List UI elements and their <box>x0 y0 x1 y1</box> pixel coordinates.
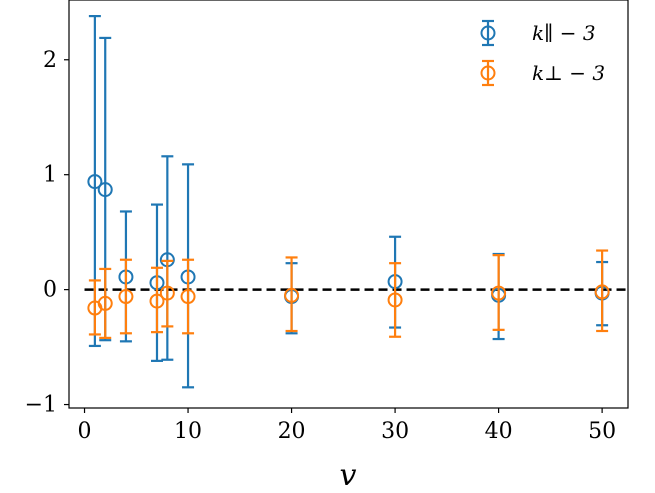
data-point <box>180 289 196 305</box>
data-point <box>594 284 610 300</box>
legend-label: k⊥ − 3 <box>532 61 605 85</box>
x-tick-label: 30 <box>381 419 409 444</box>
legend-marker <box>480 25 496 41</box>
data-point <box>149 293 165 309</box>
plot-frame <box>68 0 629 409</box>
data-point <box>97 295 113 311</box>
x-tick-label: 50 <box>588 419 616 444</box>
y-tick-label: 2 <box>43 48 57 73</box>
legend: k∥ − 3 k⊥ − 3 <box>480 19 605 87</box>
y-tick-label: 1 <box>43 163 57 188</box>
data-point <box>284 287 300 303</box>
x-tick-label: 10 <box>174 419 202 444</box>
series-layer <box>87 14 610 389</box>
x-tick-label: 40 <box>485 419 513 444</box>
ticks-layer: 0 10 20 30 40 50 −1 0 1 2 <box>25 48 617 444</box>
data-point <box>118 289 134 305</box>
y-tick-label: −1 <box>25 393 57 418</box>
series-1 <box>87 14 610 389</box>
x-tick-label: 0 <box>78 419 92 444</box>
data-point <box>387 292 403 308</box>
data-point <box>159 285 175 301</box>
x-axis-label: v <box>340 458 357 493</box>
data-point <box>97 182 113 198</box>
x-tick-label: 20 <box>278 419 306 444</box>
legend-entry: k∥ − 3 <box>480 19 596 47</box>
legend-marker <box>480 65 496 81</box>
legend-entry: k⊥ − 3 <box>480 59 605 87</box>
legend-label: k∥ − 3 <box>532 21 596 45</box>
data-point <box>491 285 507 301</box>
series-2 <box>87 249 610 339</box>
y-tick-label: 0 <box>43 278 57 303</box>
data-point <box>87 174 103 190</box>
